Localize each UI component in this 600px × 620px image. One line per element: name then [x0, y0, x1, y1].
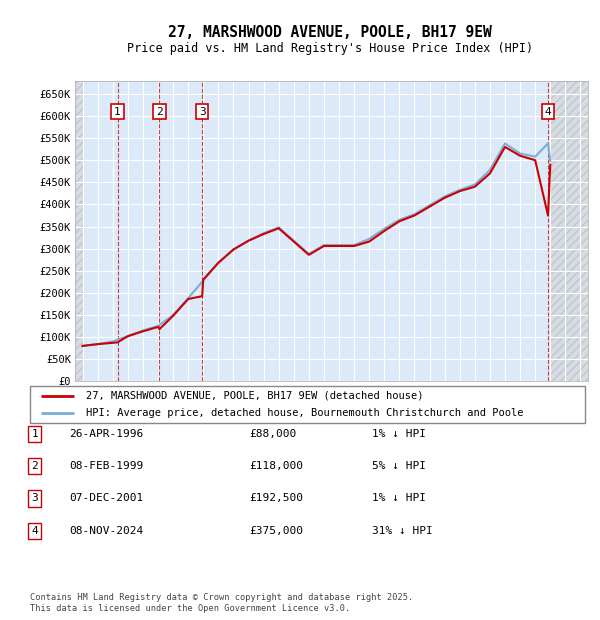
Text: 08-FEB-1999: 08-FEB-1999: [69, 461, 143, 471]
Text: 27, MARSHWOOD AVENUE, POOLE, BH17 9EW: 27, MARSHWOOD AVENUE, POOLE, BH17 9EW: [168, 25, 492, 40]
Text: 27, MARSHWOOD AVENUE, POOLE, BH17 9EW (detached house): 27, MARSHWOOD AVENUE, POOLE, BH17 9EW (d…: [86, 391, 423, 401]
Text: £118,000: £118,000: [249, 461, 303, 471]
Text: £375,000: £375,000: [249, 526, 303, 536]
Text: HPI: Average price, detached house, Bournemouth Christchurch and Poole: HPI: Average price, detached house, Bour…: [86, 408, 523, 418]
Text: Price paid vs. HM Land Registry's House Price Index (HPI): Price paid vs. HM Land Registry's House …: [127, 42, 533, 55]
Text: 4: 4: [31, 526, 38, 536]
Text: 1: 1: [114, 107, 121, 117]
Text: 3: 3: [31, 494, 38, 503]
Text: 4: 4: [545, 107, 551, 117]
Text: 3: 3: [199, 107, 206, 117]
Text: 1: 1: [31, 429, 38, 439]
Text: £192,500: £192,500: [249, 494, 303, 503]
Bar: [550, 81, 588, 381]
FancyBboxPatch shape: [30, 386, 585, 423]
Text: Contains HM Land Registry data © Crown copyright and database right 2025.
This d: Contains HM Land Registry data © Crown c…: [30, 593, 413, 613]
Text: 5% ↓ HPI: 5% ↓ HPI: [372, 461, 426, 471]
Text: £88,000: £88,000: [249, 429, 296, 439]
Text: 31% ↓ HPI: 31% ↓ HPI: [372, 526, 433, 536]
Text: 2: 2: [31, 461, 38, 471]
Text: 2: 2: [156, 107, 163, 117]
Text: 26-APR-1996: 26-APR-1996: [69, 429, 143, 439]
Text: 1% ↓ HPI: 1% ↓ HPI: [372, 429, 426, 439]
Text: 07-DEC-2001: 07-DEC-2001: [69, 494, 143, 503]
Bar: [75, 81, 83, 381]
Text: 08-NOV-2024: 08-NOV-2024: [69, 526, 143, 536]
Text: 1% ↓ HPI: 1% ↓ HPI: [372, 494, 426, 503]
